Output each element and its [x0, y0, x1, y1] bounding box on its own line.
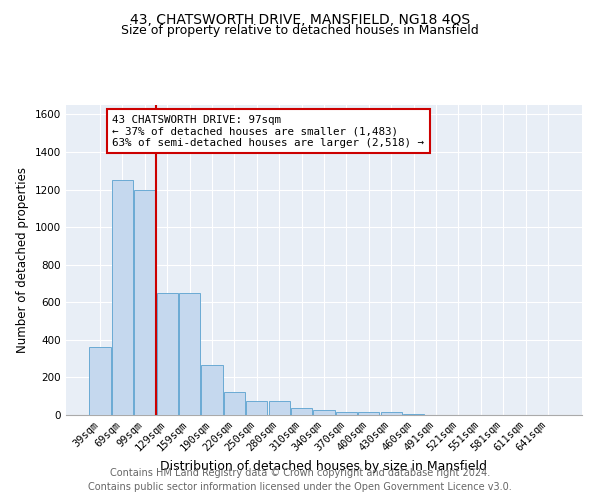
Bar: [336, 412, 357, 415]
Text: Contains HM Land Registry data © Crown copyright and database right 2024.
Contai: Contains HM Land Registry data © Crown c…: [88, 468, 512, 492]
Y-axis label: Number of detached properties: Number of detached properties: [16, 167, 29, 353]
Bar: [269, 401, 290, 415]
Bar: [224, 392, 245, 415]
Bar: [313, 410, 335, 415]
X-axis label: Distribution of detached houses by size in Mansfield: Distribution of detached houses by size …: [161, 460, 487, 473]
Bar: [291, 408, 312, 415]
Bar: [358, 412, 379, 415]
Bar: [179, 293, 200, 415]
Text: 43, CHATSWORTH DRIVE, MANSFIELD, NG18 4QS: 43, CHATSWORTH DRIVE, MANSFIELD, NG18 4Q…: [130, 12, 470, 26]
Bar: [380, 412, 402, 415]
Bar: [157, 293, 178, 415]
Bar: [202, 365, 223, 415]
Bar: [112, 180, 133, 415]
Bar: [403, 414, 424, 415]
Text: 43 CHATSWORTH DRIVE: 97sqm
← 37% of detached houses are smaller (1,483)
63% of s: 43 CHATSWORTH DRIVE: 97sqm ← 37% of deta…: [112, 114, 424, 148]
Text: Size of property relative to detached houses in Mansfield: Size of property relative to detached ho…: [121, 24, 479, 37]
Bar: [246, 401, 268, 415]
Bar: [134, 190, 155, 415]
Bar: [89, 348, 111, 415]
